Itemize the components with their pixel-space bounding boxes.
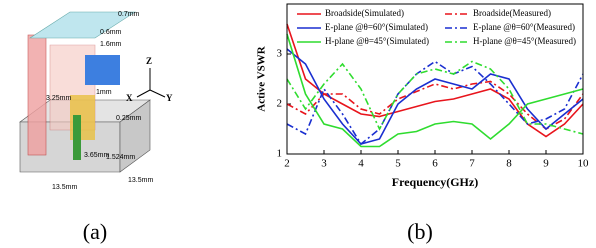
x-tick-label: 8 bbox=[506, 158, 512, 170]
dim-label: 0.25mm bbox=[116, 115, 141, 122]
legend-label: E-plane @θ=60°(Measured) bbox=[473, 22, 575, 32]
legend-label: H-plane @θ=45°(Simulated) bbox=[325, 36, 429, 46]
axis-y bbox=[150, 90, 165, 97]
dim-label: 13.5mm bbox=[52, 184, 77, 191]
blue-patch bbox=[85, 55, 120, 85]
y-tick-label: 3 bbox=[277, 48, 283, 60]
x-tick-label: 9 bbox=[543, 158, 549, 170]
dim-label: 0.6mm bbox=[100, 29, 122, 36]
axis-x bbox=[137, 90, 150, 97]
dim-label: 1.6mm bbox=[100, 41, 122, 48]
x-tick-label: 5 bbox=[395, 158, 401, 170]
x-tick-label: 2 bbox=[284, 158, 290, 170]
x-tick-label: 3 bbox=[321, 158, 327, 170]
x-tick-label: 6 bbox=[432, 158, 438, 170]
dim-label: 3.25mm bbox=[46, 95, 71, 102]
y-axis-title: Active VSWR bbox=[256, 45, 268, 112]
vswr-chart: Active VSWR Frequency(GHz) (b) 2 3 4 5 6 7 8 9 1… bbox=[256, 4, 589, 244]
x-axis-title: Frequency(GHz) bbox=[392, 175, 478, 189]
caption: (a) bbox=[83, 219, 107, 244]
legend-label: Broadside(Simulated) bbox=[325, 8, 404, 18]
y-tick-label: 2 bbox=[277, 98, 283, 110]
dim-label: 0.7mm bbox=[118, 11, 140, 18]
y-tick-label: 1 bbox=[277, 148, 283, 160]
red-post bbox=[28, 35, 46, 155]
legend-label: H-plane @θ=45°(Measured) bbox=[473, 36, 576, 46]
dim-label: 1.524mm bbox=[106, 154, 135, 161]
dim-label: 13.5mm bbox=[128, 177, 153, 184]
legend-label: Broadside(Measured) bbox=[473, 8, 551, 18]
x-tick-label: 10 bbox=[578, 158, 590, 170]
axis-label: Z bbox=[146, 56, 152, 66]
series-line bbox=[287, 34, 583, 147]
page: 0.7mm 0.6mm 1.6mm Z X Y 1mm 3.25mm 0.25m… bbox=[0, 0, 596, 248]
green-pin bbox=[73, 115, 81, 160]
caption: (b) bbox=[407, 219, 433, 244]
dim-label: 1mm bbox=[96, 89, 112, 96]
figure: 0.7mm 0.6mm 1.6mm Z X Y 1mm 3.25mm 0.25m… bbox=[0, 0, 596, 248]
x-tick-label: 4 bbox=[358, 158, 364, 170]
series-line bbox=[287, 49, 583, 144]
axis-label: Y bbox=[166, 93, 173, 103]
axis-label: X bbox=[126, 93, 133, 103]
legend-label: E-plane @θ=60°(Simulated) bbox=[325, 22, 428, 32]
x-tick-label: 7 bbox=[469, 158, 475, 170]
antenna-diagram: 0.7mm 0.6mm 1.6mm Z X Y 1mm 3.25mm 0.25m… bbox=[20, 11, 173, 244]
